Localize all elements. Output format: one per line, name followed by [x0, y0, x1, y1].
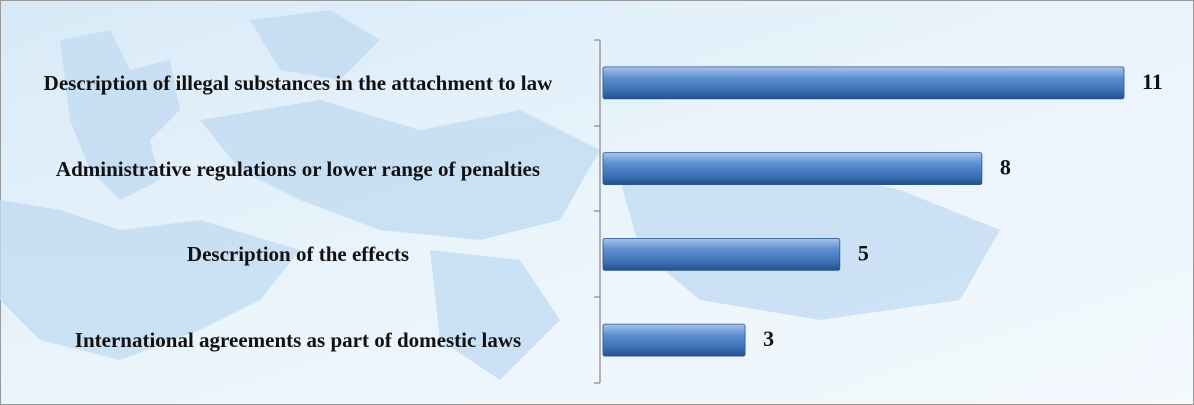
bar — [602, 237, 841, 271]
bar — [602, 66, 1125, 100]
category-label: International agreements as part of dome… — [74, 328, 522, 353]
category-label: Administrative regulations or lower rang… — [55, 156, 541, 181]
value-label: 8 — [1000, 155, 1011, 180]
value-label: 3 — [763, 326, 774, 351]
bar — [602, 323, 746, 357]
value-label: 5 — [858, 240, 869, 265]
category-label: Description of the effects — [186, 242, 410, 267]
category-label: Description of illegal substances in the… — [43, 70, 553, 95]
axis-ticks — [594, 39, 600, 384]
bar — [602, 152, 983, 186]
map-decoration — [0, 10, 1000, 380]
value-label: 11 — [1142, 69, 1163, 94]
